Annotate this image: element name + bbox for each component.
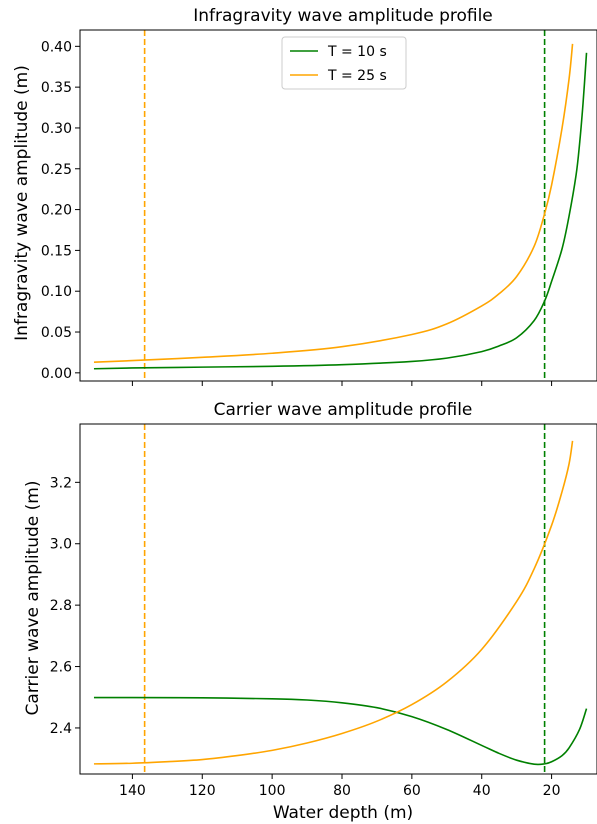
top-chart-title: Infragravity wave amplitude profile: [193, 6, 493, 26]
y-tick-label: 0.35: [41, 80, 72, 96]
series-line-t-10-s: [93, 696, 588, 766]
y-tick-label: 3.0: [50, 537, 72, 553]
y-tick-label: 0.30: [41, 121, 72, 137]
bottom-y-axis-label: Carrier wave amplitude (m): [23, 481, 43, 716]
y-tick-label: 0.25: [41, 162, 72, 178]
y-tick-label: 0.05: [41, 325, 72, 341]
bottom-chart-title: Carrier wave amplitude profile: [214, 400, 473, 420]
plot-content: [93, 424, 588, 774]
x-tick-label: 40: [473, 783, 491, 799]
carrier-panel: Carrier wave amplitude profile Carrier w…: [23, 400, 597, 823]
y-tick-label: 0.40: [41, 39, 72, 55]
y-tick-label: 2.4: [50, 721, 72, 737]
x-tick-label: 120: [189, 783, 216, 799]
x-tick-label: 80: [333, 783, 351, 799]
infragravity-panel: Infragravity wave amplitude profile Infr…: [12, 6, 597, 386]
y-tick-label: 0.20: [41, 203, 72, 219]
y-tick-label: 2.6: [50, 660, 72, 676]
x-tick-label: 140: [119, 783, 146, 799]
legend-entry: T = 10 s: [327, 44, 387, 60]
top-plot-area: 0.00 0.05 0.10 0.15 0.20 0.25 0.30 0.35 0.40 T = …: [41, 29, 597, 386]
x-tick-label: 20: [543, 783, 561, 799]
y-tick-label: 0.10: [41, 284, 72, 300]
legend-entry: T = 25 s: [327, 68, 387, 84]
bottom-plot-area: 140 120 100 80 60 40 20 2.4 2.6 2.8 3.0 3.2: [50, 423, 597, 799]
x-tick-label: 100: [259, 783, 286, 799]
legend-box: [281, 36, 407, 90]
series-line-t-25-s: [93, 440, 574, 765]
series-line-t-25-s: [93, 43, 574, 364]
axes-frame: [79, 423, 597, 775]
x-axis-label: Water depth (m): [273, 803, 413, 823]
y-tick-label: 0.15: [41, 243, 72, 259]
y-tick-label: 0.00: [41, 366, 72, 382]
axes-frame: [79, 29, 597, 382]
legend: T = 10 s T = 25 s: [281, 36, 407, 90]
series-line-t-10-s: [93, 52, 588, 370]
y-tick-label: 3.2: [50, 475, 72, 491]
top-y-axis-label: Infragravity wave amplitude (m): [12, 65, 32, 341]
y-tick-label: 2.8: [50, 598, 72, 614]
x-tick-label: 60: [403, 783, 421, 799]
plot-content: [93, 30, 588, 381]
